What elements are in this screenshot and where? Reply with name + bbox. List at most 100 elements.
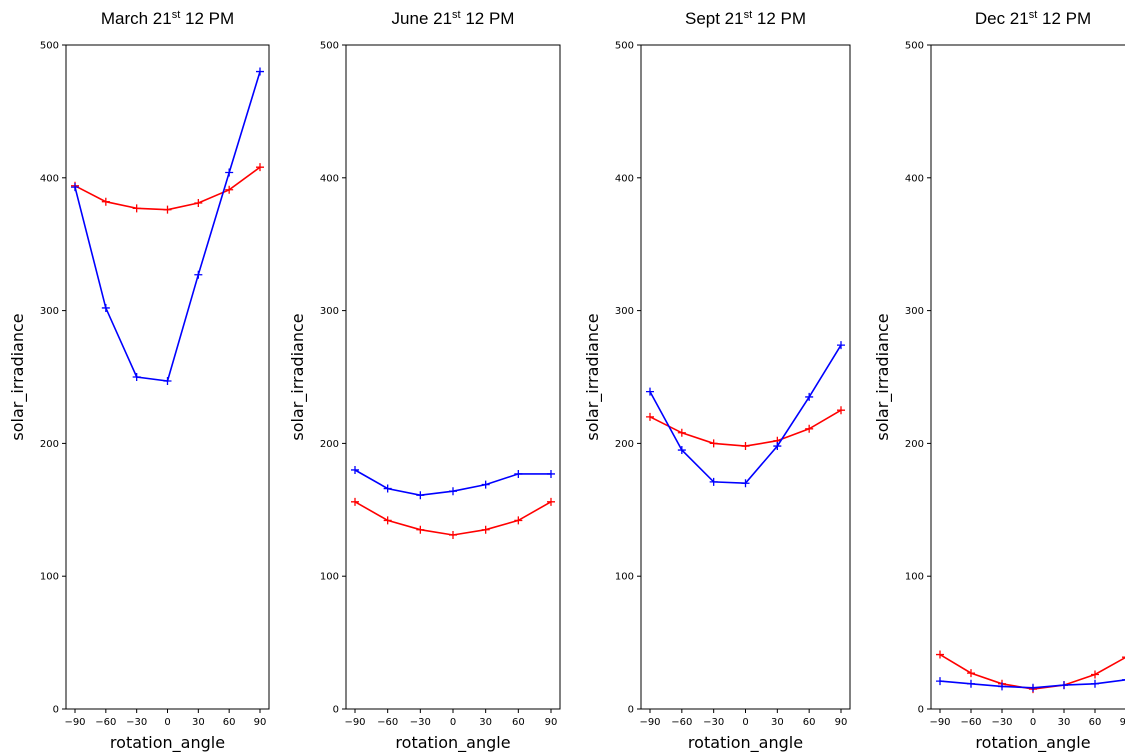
- x-axis-label: rotation_angle: [395, 733, 510, 753]
- data-point-marker: [481, 480, 490, 489]
- data-point-marker: [967, 679, 975, 688]
- plot-frame: [345, 44, 561, 710]
- chart-title-superscript: st: [172, 9, 181, 21]
- x-tick-label: −30: [126, 717, 147, 728]
- data-point-marker: [514, 469, 523, 478]
- data-point-marker: [256, 163, 264, 172]
- y-tick-label: 500: [320, 41, 339, 52]
- data-point-marker: [646, 412, 654, 421]
- data-point-marker: [132, 204, 141, 213]
- data-point-marker: [163, 376, 172, 385]
- y-tick-label: 200: [40, 439, 59, 450]
- y-tick-label: 200: [905, 439, 924, 450]
- x-axis-label: rotation_angle: [688, 733, 803, 753]
- y-tick-label: 300: [40, 306, 59, 317]
- y-tick-label: 100: [320, 572, 339, 583]
- x-tick-label: 60: [803, 717, 816, 728]
- data-point-marker: [416, 491, 425, 500]
- data-point-marker: [547, 497, 555, 506]
- y-tick-label: 0: [918, 705, 924, 716]
- data-point-marker: [677, 428, 686, 437]
- data-point-marker: [646, 387, 654, 396]
- x-tick-label: 90: [545, 717, 558, 728]
- x-tick-label: 60: [512, 717, 525, 728]
- y-tick-label: 400: [320, 173, 339, 184]
- data-point-marker: [677, 446, 686, 455]
- x-tick-label: 0: [450, 717, 456, 728]
- x-tick-label: −90: [639, 717, 660, 728]
- data-point-marker: [449, 531, 457, 540]
- x-tick-label: 60: [1089, 717, 1102, 728]
- x-tick-label: 90: [254, 717, 267, 728]
- y-tick-label: 0: [333, 705, 339, 716]
- chart-title-rest: 12 PM: [1037, 9, 1091, 28]
- data-point-marker: [967, 669, 975, 678]
- chart-title-main: March 21: [101, 9, 172, 28]
- y-tick-label: 0: [628, 705, 634, 716]
- y-tick-label: 400: [615, 173, 634, 184]
- y-tick-label: 500: [40, 41, 59, 52]
- data-point-marker: [741, 479, 750, 488]
- chart-title-superscript: st: [744, 9, 753, 21]
- data-point-marker: [936, 650, 944, 659]
- data-point-marker: [256, 67, 264, 76]
- x-tick-label: −60: [377, 717, 398, 728]
- chart-title-rest: 12 PM: [180, 9, 234, 28]
- y-axis-label: solar_irradiance: [583, 313, 603, 440]
- x-tick-label: 60: [223, 717, 236, 728]
- y-tick-label: 200: [320, 439, 339, 450]
- y-tick-label: 400: [905, 173, 924, 184]
- data-point-marker: [101, 303, 110, 312]
- data-point-marker: [1091, 670, 1099, 679]
- x-tick-label: 30: [479, 717, 492, 728]
- data-point-marker: [837, 341, 845, 350]
- plot-frame: [640, 44, 851, 710]
- chart-title-superscript: st: [1029, 9, 1038, 21]
- data-point-marker: [225, 168, 234, 177]
- x-tick-label: −60: [960, 717, 981, 728]
- data-point-marker: [998, 682, 1006, 691]
- x-tick-label: 30: [771, 717, 784, 728]
- y-tick-label: 400: [40, 173, 59, 184]
- x-tick-label: −60: [95, 717, 116, 728]
- data-point-marker: [351, 465, 359, 474]
- x-tick-label: −90: [929, 717, 950, 728]
- data-point-marker: [225, 185, 234, 194]
- x-tick-label: 90: [1120, 717, 1125, 728]
- x-tick-label: 0: [164, 717, 170, 728]
- y-tick-label: 300: [320, 306, 339, 317]
- data-point-marker: [1122, 656, 1125, 658]
- y-axis-label: solar_irradiance: [8, 313, 28, 440]
- x-tick-label: 30: [192, 717, 205, 728]
- chart-title: Dec 21st 12 PM: [975, 9, 1091, 28]
- data-point-marker: [481, 525, 490, 534]
- x-tick-label: 0: [742, 717, 748, 728]
- y-tick-label: 0: [53, 705, 59, 716]
- x-tick-label: −90: [344, 717, 365, 728]
- x-tick-label: −60: [671, 717, 692, 728]
- data-point-marker: [805, 424, 814, 433]
- plot-frame: [930, 44, 1125, 710]
- data-point-marker: [383, 516, 392, 525]
- x-tick-label: −30: [410, 717, 431, 728]
- data-point-marker: [101, 197, 110, 206]
- y-tick-label: 500: [905, 41, 924, 52]
- y-tick-label: 200: [615, 439, 634, 450]
- y-axis-label: solar_irradiance: [288, 313, 308, 440]
- series-line-1: [354, 501, 552, 536]
- data-point-marker: [416, 525, 425, 534]
- data-point-marker: [741, 442, 750, 451]
- series-line-2: [649, 344, 842, 485]
- data-point-marker: [132, 373, 141, 381]
- x-tick-label: −30: [991, 717, 1012, 728]
- data-point-marker: [383, 484, 392, 493]
- data-point-marker: [936, 677, 944, 686]
- chart-title-main: Sept 21: [685, 9, 744, 28]
- series-line-2: [74, 71, 261, 382]
- y-tick-label: 100: [40, 572, 59, 583]
- x-tick-label: 30: [1058, 717, 1071, 728]
